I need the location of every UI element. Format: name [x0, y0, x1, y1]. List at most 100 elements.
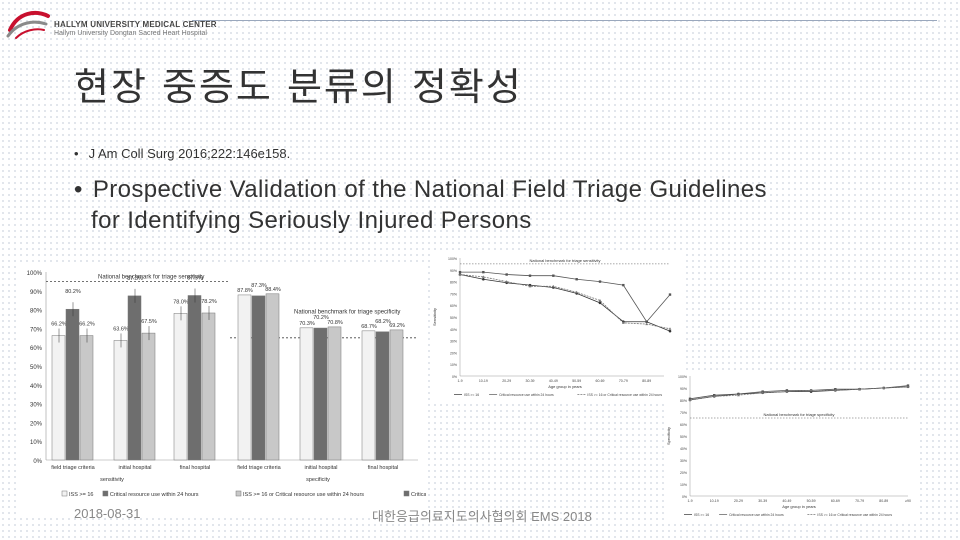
group-label-specificity: specificity	[306, 477, 330, 483]
data-point	[458, 270, 462, 274]
annotation-sensitivity: National benchmark for triage sensitivit…	[98, 274, 204, 280]
x-tick-label: 10-19	[479, 379, 488, 383]
data-point	[598, 280, 602, 283]
data-point	[712, 394, 716, 398]
x-tick-label: 80-89	[642, 379, 651, 383]
data-point	[528, 284, 532, 288]
y-tick-label: 10%	[680, 483, 687, 487]
bar-value-label: 69.2%	[389, 323, 405, 329]
y-tick-label: 20%	[680, 471, 687, 475]
x-tick-label: initial hospital	[304, 465, 337, 471]
line-chart-svg: 0% 10% 20% 30% 40% 50% 60% 70% 80% 90% 100% Nationa…	[666, 375, 911, 517]
bar	[327, 326, 342, 461]
citation-bullet: • J Am Coll Surg 2016;222:146e158.	[74, 146, 290, 161]
y-tick-label: 80%	[450, 281, 457, 285]
y-tick-label: 100%	[448, 257, 457, 261]
series-line	[460, 271, 671, 323]
legend-label: Critical resource use within 24 hours	[499, 393, 554, 397]
y-tick-label: 70%	[30, 327, 43, 333]
x-tick-label: 20-29	[734, 499, 743, 503]
data-point	[598, 298, 602, 302]
series-line	[689, 385, 909, 400]
data-point	[785, 390, 789, 393]
y-tick-label: 80%	[30, 309, 43, 315]
bar	[201, 312, 216, 461]
x-tick-label: 80-89	[879, 499, 888, 503]
data-point	[482, 277, 485, 281]
bullet-marker: •	[74, 146, 79, 161]
bar-value-label: 68.7%	[361, 324, 377, 330]
x-tick-label: field triage criteria	[51, 465, 95, 471]
chart-title: National benchmark for triage specificit…	[764, 412, 835, 417]
y-tick-label: 90%	[30, 290, 43, 296]
y-tick-label: 50%	[680, 435, 687, 439]
legend-label: ISS >= 16	[464, 393, 479, 397]
y-tick-label: 50%	[30, 365, 43, 371]
series-line	[689, 386, 909, 401]
x-tick-label: final hospital	[368, 465, 399, 471]
data-point	[575, 278, 578, 281]
y-tick-label: 100%	[27, 271, 43, 277]
data-point	[688, 398, 692, 401]
bar-chart-sensitivity-specificity: 0% 10% 20% 30% 40% 50% 60% 70% 80% 90% 100% Nationa…	[18, 262, 500, 514]
legend-label: ISS >= 16 or Critical resource use withi…	[243, 492, 364, 498]
data-point	[882, 386, 886, 389]
y-tick-label: 60%	[30, 346, 43, 352]
study-title-line1: Prospective Validation of the National F…	[92, 176, 767, 203]
data-point	[551, 284, 555, 288]
legend-label: ISS >= 16	[694, 513, 709, 517]
slide-title: 현장 중증도 분류의 정확성	[74, 65, 523, 109]
x-tick-label: 60-69	[831, 499, 840, 503]
x-tick-label: 70-79	[619, 379, 628, 383]
data-point	[833, 388, 837, 392]
y-tick-label: 90%	[450, 269, 457, 273]
logo-name: HALLYM UNIVERSITY MEDICAL CENTER	[54, 20, 217, 29]
data-point	[645, 320, 648, 323]
group-label-sensitivity: sensitivity	[100, 477, 124, 483]
y-tick-label: 0%	[452, 375, 457, 379]
bar-value-label: 67.5%	[141, 319, 157, 325]
y-tick-label: 70%	[680, 411, 687, 415]
y-tick-label: 20%	[30, 421, 43, 427]
hospital-logo: HALLYM UNIVERSITY MEDICAL CENTER Hallym …	[6, 8, 217, 42]
y-tick-label: 30%	[680, 459, 687, 463]
data-point	[737, 393, 740, 397]
data-point	[481, 275, 485, 278]
data-point	[668, 327, 672, 330]
y-tick-label: 40%	[680, 447, 687, 451]
x-tick-label: 20-29	[502, 379, 511, 383]
bar-value-label: 87.3%	[127, 276, 143, 282]
bar	[251, 295, 266, 461]
bar-value-label: 66.2%	[79, 322, 95, 328]
bar	[389, 329, 404, 461]
x-tick-label: initial hospital	[118, 465, 151, 471]
data-point	[668, 293, 672, 296]
data-point	[505, 273, 508, 276]
bar-value-label: 88.4%	[265, 287, 281, 293]
y-tick-label: 80%	[680, 399, 687, 403]
bar	[313, 327, 328, 461]
bar	[113, 340, 128, 461]
line-chart-sensitivity-by-age: 0% 10% 20% 30% 40% 50% 60% 70% 80% 90% 100% Nationa…	[430, 252, 682, 402]
bar	[79, 335, 94, 461]
data-point	[668, 329, 672, 333]
citation-text: J Am Coll Surg 2016;222:146e158.	[88, 146, 291, 161]
legend-label: Critical resource use within 24 hours	[110, 492, 199, 498]
bar-value-label: 80.2%	[65, 289, 81, 295]
x-tick-label: 1-9	[687, 499, 692, 503]
series-line	[459, 274, 671, 332]
bar	[141, 332, 156, 461]
series-line	[459, 274, 671, 330]
y-tick-label: 0%	[33, 459, 42, 465]
x-tick-label: final hospital	[180, 465, 211, 471]
data-point	[458, 273, 462, 276]
y-tick-label: 70%	[450, 292, 457, 296]
footer-date: 2018-08-31	[74, 506, 141, 521]
bar-value-label: 66.2%	[51, 322, 67, 328]
y-tick-label: 50%	[450, 316, 457, 320]
x-axis-label: Age group in years	[782, 504, 816, 509]
bar	[237, 294, 252, 461]
data-point	[505, 280, 509, 283]
y-tick-label: 30%	[30, 403, 43, 409]
study-title-line2: for Identifying Seriously Injured Person…	[91, 207, 532, 234]
